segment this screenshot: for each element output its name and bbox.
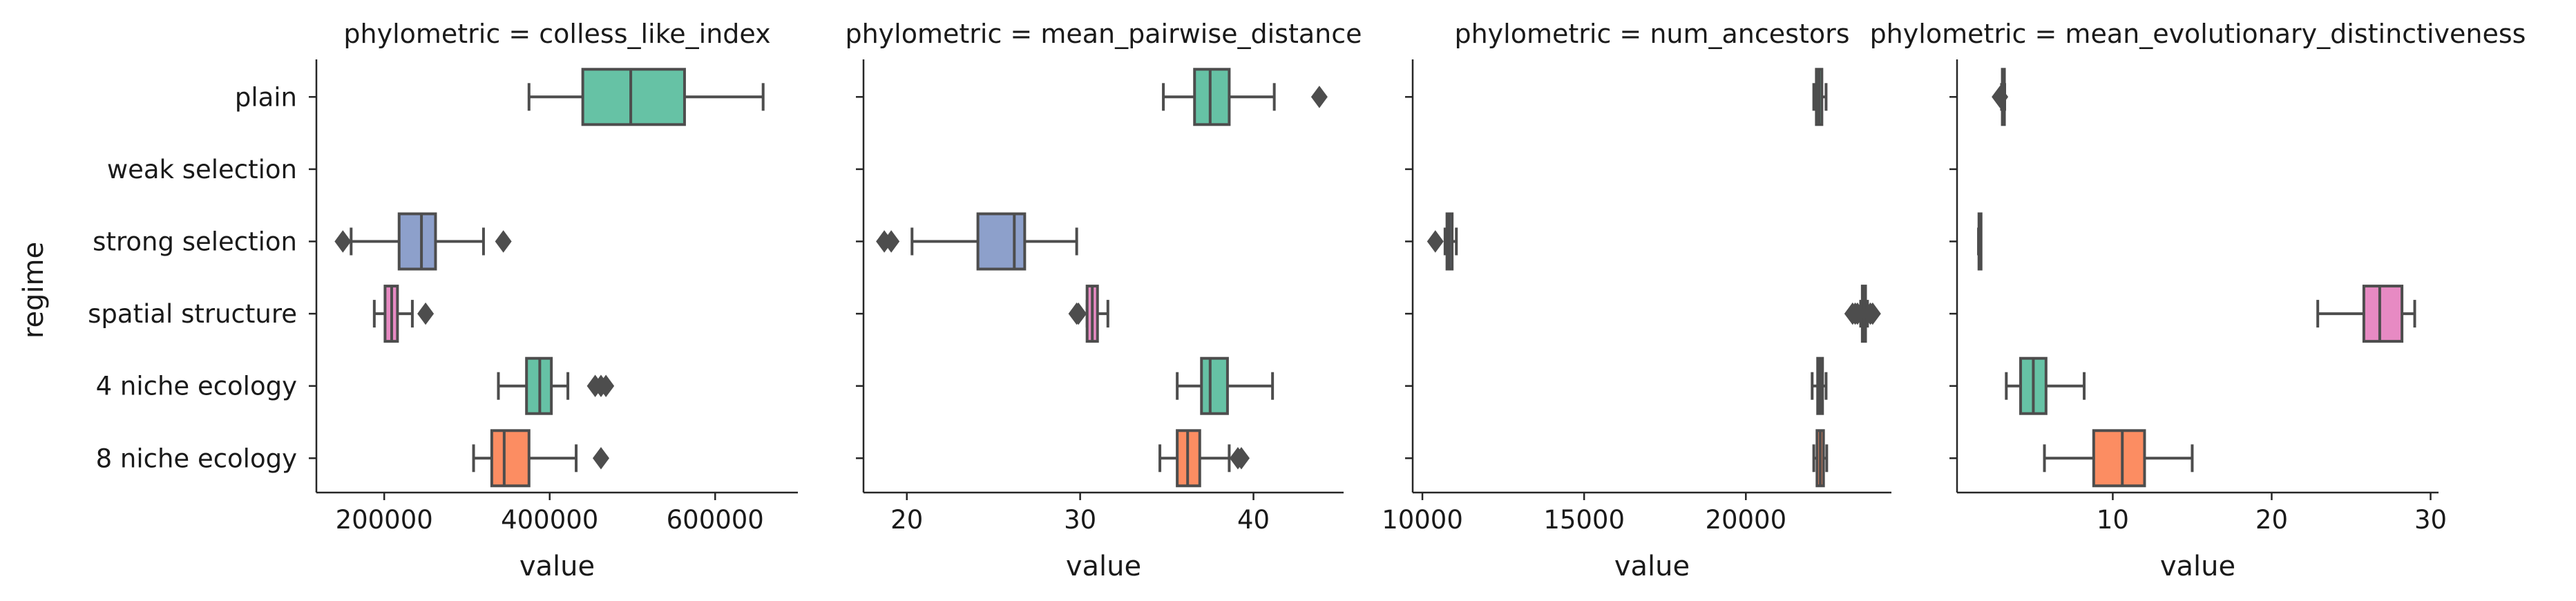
box-strong-selection [1427, 212, 1458, 271]
x-axis-label: value [1614, 551, 1690, 582]
x-tick-label: 20 [890, 505, 923, 535]
box-4-niche-ecology [1176, 356, 1275, 415]
box-strong-selection [876, 212, 1078, 271]
box-iqr [2362, 285, 2404, 343]
x-tick-label: 20 [2255, 505, 2288, 535]
x-axis-label: value [1066, 551, 1141, 582]
panel-4: phylometric = mean_evolutionary_distinct… [1870, 19, 2526, 582]
box-4-niche-ecology [1811, 356, 1828, 415]
outlier-point [1070, 302, 1087, 325]
outlier-point [1427, 230, 1444, 253]
box-spatial-structure [372, 285, 435, 343]
outlier-point [417, 302, 435, 325]
outlier-point [334, 230, 352, 253]
x-tick-label: 30 [2414, 505, 2447, 535]
box-spatial-structure [2316, 285, 2416, 343]
x-tick-label: 600000 [667, 505, 764, 535]
panel-3: phylometric = num_ancestors 10000 15000 200… [1382, 19, 1891, 582]
outlier-point [1310, 86, 1328, 108]
outlier-point [495, 230, 512, 253]
outlier-point [592, 447, 609, 470]
box-8-niche-ecology [1158, 429, 1250, 488]
y-tick-label: 4 niche ecology [96, 372, 297, 401]
outlier-point [883, 230, 900, 253]
box-iqr [1200, 356, 1229, 415]
x-tick-label: 400000 [501, 505, 598, 535]
panel-title: phylometric = num_ancestors [1454, 19, 1849, 49]
x-tick-label: 20000 [1705, 505, 1786, 535]
y-axis-label: regime [18, 242, 50, 338]
box-iqr [2092, 429, 2146, 488]
panel-2: phylometric = mean_pairwise_distance 20 30… [845, 19, 1362, 582]
box-iqr [976, 212, 1027, 271]
y-tick-label: plain [235, 82, 297, 112]
box-8-niche-ecology [2043, 429, 2194, 488]
x-tick-label: 40 [1237, 505, 1270, 535]
x-axis-label: value [2160, 551, 2235, 582]
box-plain [1162, 68, 1328, 126]
box-4-niche-ecology [497, 356, 615, 415]
x-tick-label: 10 [2097, 505, 2129, 535]
x-tick-label: 200000 [336, 505, 433, 535]
outlier-point [1232, 447, 1250, 470]
x-tick-label: 30 [1064, 505, 1096, 535]
outlier-point [1849, 302, 1866, 325]
x-tick-label: 10000 [1382, 505, 1463, 535]
x-axis-label: value [519, 551, 595, 582]
y-tick-label: spatial structure [88, 299, 297, 329]
box-spatial-structure [1844, 285, 1881, 343]
panel-title: phylometric = colless_like_index [343, 19, 770, 49]
x-tick-label: 15000 [1543, 505, 1625, 535]
box-spatial-structure [1068, 285, 1109, 343]
outlier-point [1992, 86, 2009, 108]
box-iqr [1193, 68, 1231, 126]
panel-title: phylometric = mean_evolutionary_distinct… [1870, 19, 2526, 49]
box-8-niche-ecology [472, 429, 609, 488]
box-iqr [397, 212, 437, 271]
y-tick-label: strong selection [93, 227, 297, 257]
y-axis-label-group: regime [18, 242, 50, 338]
box-strong-selection [1977, 212, 1983, 271]
box-iqr [581, 68, 686, 126]
y-tick-label: weak selection [107, 155, 297, 184]
outlier-point [598, 374, 615, 397]
y-tick-label: 8 niche ecology [96, 443, 297, 473]
panel-title: phylometric = mean_pairwise_distance [845, 19, 1362, 49]
box-plain [527, 68, 765, 126]
box-strong-selection [334, 212, 512, 271]
box-iqr [490, 429, 531, 488]
box-plain [1812, 68, 1828, 126]
box-4-niche-ecology [2005, 356, 2086, 415]
outlier-point [1864, 302, 1881, 325]
box-8-niche-ecology [1812, 429, 1829, 488]
box-plain [1992, 68, 2009, 126]
